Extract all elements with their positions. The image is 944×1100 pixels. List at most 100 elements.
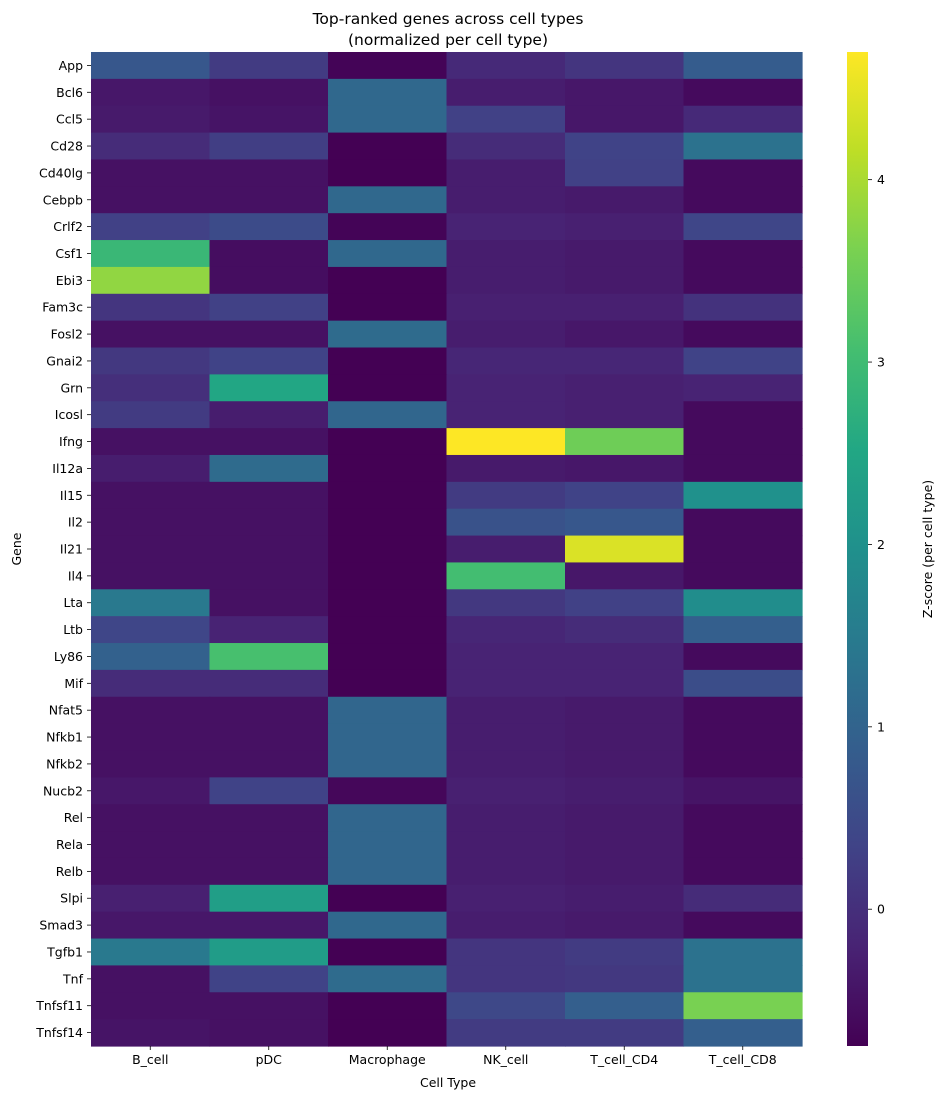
heatmap-cell bbox=[683, 643, 803, 671]
heatmap-cell bbox=[328, 266, 448, 295]
heatmap-cell bbox=[446, 428, 566, 456]
heatmap-cell bbox=[446, 643, 566, 671]
heatmap-cell bbox=[91, 508, 211, 537]
heatmap-cell bbox=[683, 52, 803, 80]
y-tick-label: Il15 bbox=[60, 488, 83, 503]
heatmap-cell bbox=[209, 266, 329, 295]
heatmap-cell bbox=[209, 78, 329, 107]
heatmap-cell bbox=[446, 213, 566, 241]
heatmap-cell bbox=[328, 428, 448, 456]
x-axis-ticks: B_cell pDC Macrophage NK_cell T_cell_CD4 T_ce… bbox=[132, 1046, 777, 1067]
colorbar bbox=[847, 52, 868, 1046]
y-tick-label: Rela bbox=[56, 837, 83, 852]
x-tick-label: T_cell_CD4 bbox=[589, 1052, 658, 1067]
heatmap-cell bbox=[446, 481, 566, 510]
heatmap-cell bbox=[91, 992, 211, 1020]
heatmap-cell bbox=[328, 562, 448, 590]
heatmap-cell bbox=[91, 589, 211, 617]
heatmap-cell bbox=[446, 965, 566, 993]
y-tick-label: Fosl2 bbox=[51, 327, 83, 342]
heatmap-cell bbox=[683, 723, 803, 752]
heatmap-cell bbox=[328, 884, 448, 913]
y-tick-label: Ltb bbox=[63, 622, 83, 637]
heatmap-cell bbox=[683, 508, 803, 537]
heatmap-cell bbox=[683, 293, 803, 322]
heatmap-cell bbox=[683, 401, 803, 429]
y-tick-label: Lta bbox=[63, 595, 83, 610]
heatmap-cell bbox=[565, 804, 685, 832]
y-tick-label: Ifng bbox=[59, 434, 83, 449]
heatmap-cell bbox=[91, 347, 211, 375]
heatmap-cell bbox=[565, 320, 685, 349]
y-tick-label: Nfat5 bbox=[49, 703, 83, 718]
y-tick-label: Fam3c bbox=[42, 300, 83, 315]
heatmap-cell bbox=[565, 105, 685, 134]
colorbar-tick-label: 3 bbox=[877, 355, 885, 370]
y-tick-label: Nfkb2 bbox=[46, 756, 83, 771]
heatmap-cell bbox=[209, 992, 329, 1020]
heatmap-cell bbox=[91, 428, 211, 456]
heatmap-cell bbox=[565, 159, 685, 187]
heatmap-cell bbox=[446, 78, 566, 107]
heatmap-cell bbox=[209, 911, 329, 940]
y-tick-label: Tnfsf14 bbox=[35, 1025, 83, 1040]
y-tick-label: Nfkb1 bbox=[46, 730, 83, 745]
heatmap-cell bbox=[328, 965, 448, 993]
x-tick-label: Macrophage bbox=[349, 1052, 426, 1067]
heatmap-cell bbox=[683, 884, 803, 913]
heatmap-cell bbox=[91, 213, 211, 241]
heatmap-cell bbox=[446, 401, 566, 429]
heatmap-cell bbox=[446, 938, 566, 966]
heatmap-cell bbox=[209, 804, 329, 832]
heatmap-cell bbox=[565, 938, 685, 966]
heatmap-cell bbox=[328, 159, 448, 187]
heatmap-cell bbox=[565, 213, 685, 241]
heatmap-cell bbox=[209, 401, 329, 429]
heatmap-cell bbox=[209, 750, 329, 778]
heatmap-cell bbox=[683, 240, 803, 268]
heatmap-cell bbox=[565, 911, 685, 940]
heatmap-cell bbox=[446, 105, 566, 134]
y-tick-label: Tnfsf11 bbox=[35, 998, 83, 1013]
y-tick-label: Slpi bbox=[60, 891, 83, 906]
heatmap-cell bbox=[683, 831, 803, 859]
x-tick-label: T_cell_CD8 bbox=[708, 1052, 777, 1067]
heatmap-cell bbox=[446, 535, 566, 564]
heatmap-cell bbox=[446, 589, 566, 617]
heatmap-cell bbox=[91, 723, 211, 752]
heatmap-cell bbox=[565, 589, 685, 617]
heatmap-cell bbox=[328, 938, 448, 966]
heatmap-cell bbox=[565, 347, 685, 375]
heatmap-cell bbox=[91, 562, 211, 590]
heatmap-cell bbox=[446, 804, 566, 832]
heatmap-cell bbox=[209, 535, 329, 564]
heatmap-cell bbox=[446, 1019, 566, 1047]
heatmap-cell bbox=[565, 750, 685, 778]
heatmap-cell bbox=[209, 1019, 329, 1047]
heatmap-cell bbox=[683, 428, 803, 456]
heatmap-cell bbox=[91, 696, 211, 725]
heatmap-cell bbox=[328, 723, 448, 752]
heatmap-cell bbox=[683, 696, 803, 725]
heatmap-cell bbox=[328, 992, 448, 1020]
heatmap-cell bbox=[91, 669, 211, 698]
heatmap-cell bbox=[683, 911, 803, 940]
heatmap-cell bbox=[683, 213, 803, 241]
heatmap-cell bbox=[565, 428, 685, 456]
heatmap-cell bbox=[209, 508, 329, 537]
y-tick-label: Tgfb1 bbox=[46, 944, 83, 959]
heatmap-cell bbox=[683, 616, 803, 644]
heatmap-cell bbox=[683, 562, 803, 590]
heatmap-cell bbox=[209, 616, 329, 644]
colorbar-tick-label: 1 bbox=[877, 719, 885, 734]
heatmap-cell bbox=[91, 132, 211, 161]
heatmap-cell bbox=[328, 320, 448, 349]
heatmap-cell bbox=[209, 428, 329, 456]
heatmap-cell bbox=[328, 401, 448, 429]
heatmap-cell bbox=[328, 750, 448, 778]
heatmap-cell bbox=[328, 213, 448, 241]
y-tick-label: Nucb2 bbox=[43, 783, 83, 798]
heatmap-cell bbox=[91, 454, 211, 483]
y-tick-label: Il12a bbox=[52, 461, 83, 476]
